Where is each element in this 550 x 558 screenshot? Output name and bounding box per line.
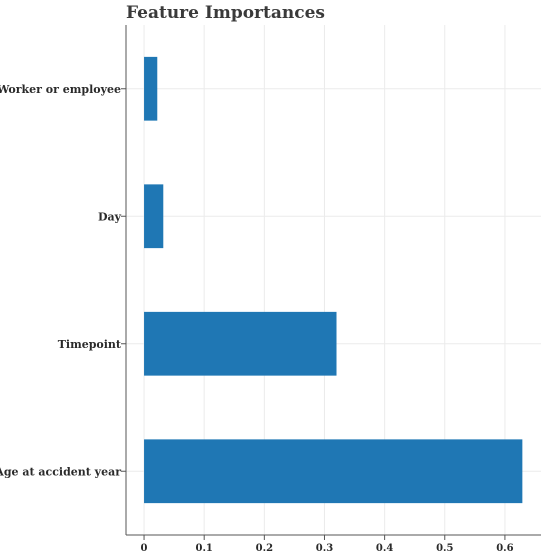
x-tick-label: 0.4 bbox=[376, 543, 393, 554]
bar bbox=[144, 311, 337, 376]
y-tick-label: Timepoint bbox=[58, 338, 122, 351]
x-tick-label: 0.5 bbox=[436, 543, 453, 554]
y-tick-label: Day bbox=[98, 210, 122, 223]
x-tick-label: 0.1 bbox=[195, 543, 212, 554]
axes bbox=[121, 25, 541, 540]
bar bbox=[144, 56, 158, 121]
x-tick-label: 0.2 bbox=[256, 543, 273, 554]
tick-labels: 0 0.1 0.2 0.3 0.4 0.5 0.6 Worker or employee Day… bbox=[0, 83, 514, 554]
x-tick-label: 0 bbox=[141, 543, 148, 554]
chart-title: Feature Importances bbox=[126, 3, 325, 23]
y-tick-label: Age at accident year bbox=[0, 465, 121, 478]
x-tick-label: 0.3 bbox=[316, 543, 333, 554]
x-tick-label: 0.6 bbox=[496, 543, 513, 554]
bar bbox=[144, 439, 523, 504]
bars bbox=[144, 56, 523, 504]
bar bbox=[144, 184, 164, 249]
y-tick-label: Worker or employee bbox=[0, 83, 121, 96]
